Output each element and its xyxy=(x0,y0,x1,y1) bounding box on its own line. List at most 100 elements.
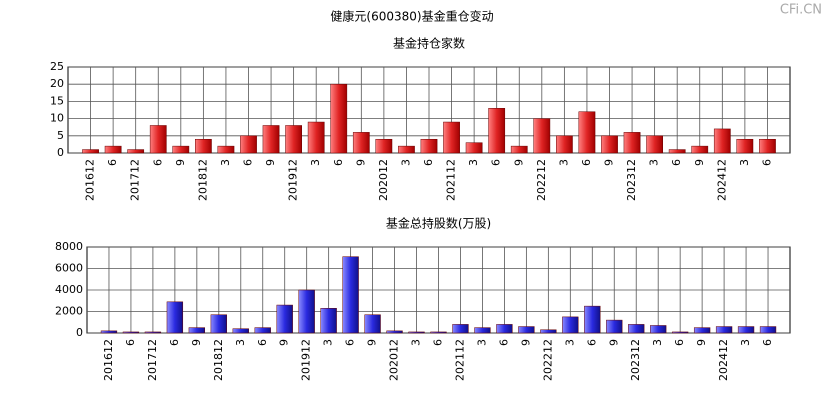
bar xyxy=(398,145,415,154)
bar xyxy=(149,125,167,154)
x-tick-label: 201912 xyxy=(287,159,300,201)
bar xyxy=(736,138,754,154)
bar xyxy=(375,138,393,154)
x-tick-label: 6 xyxy=(332,159,345,166)
bar xyxy=(584,305,601,334)
bar xyxy=(330,83,348,154)
x-tick-label: 9 xyxy=(512,159,525,166)
x-tick-label: 3 xyxy=(557,159,570,166)
x-tick-label: 202012 xyxy=(377,159,390,201)
x-tick-label: 9 xyxy=(354,159,367,166)
x-tick-label: 6 xyxy=(760,159,773,166)
bar xyxy=(510,145,528,154)
x-tick-label: 6 xyxy=(670,159,683,166)
y-tick-label: 0 xyxy=(76,326,83,339)
x-tick-label: 9 xyxy=(174,159,187,166)
x-tick-label: 201912 xyxy=(300,339,313,381)
bar xyxy=(623,132,641,154)
bar xyxy=(82,149,99,154)
y-tick-label: 15 xyxy=(50,94,64,107)
x-tick-label: 202212 xyxy=(541,339,554,381)
bar xyxy=(298,289,315,334)
x-tick-label: 6 xyxy=(344,339,357,346)
x-tick-label: 9 xyxy=(519,339,532,346)
bar xyxy=(488,108,506,154)
bar xyxy=(443,121,460,154)
watermark: CFi.CN xyxy=(780,3,822,18)
bar xyxy=(254,327,271,334)
bar xyxy=(144,331,162,334)
x-tick-label: 201712 xyxy=(146,339,159,381)
bar xyxy=(759,138,776,154)
bar xyxy=(691,145,709,154)
x-tick-label: 9 xyxy=(603,159,616,166)
bar xyxy=(172,145,190,154)
x-tick-label: 9 xyxy=(190,339,203,346)
bar xyxy=(759,326,777,334)
y-tick-label: 5 xyxy=(57,129,64,142)
bar xyxy=(452,324,469,334)
x-tick-label: 3 xyxy=(467,159,480,166)
x-tick-label: 3 xyxy=(309,159,322,166)
bar xyxy=(465,142,483,154)
x-tick-label: 6 xyxy=(422,159,435,166)
bar xyxy=(646,135,663,154)
bar xyxy=(188,327,206,334)
bar xyxy=(693,327,711,334)
x-tick-label: 6 xyxy=(497,339,510,346)
bar xyxy=(408,331,425,334)
x-tick-label: 9 xyxy=(607,339,620,346)
x-tick-label: 9 xyxy=(693,159,706,166)
chart-title: 基金总持股数(万股) xyxy=(386,216,491,231)
chart-title: 基金持仓家数 xyxy=(393,36,465,51)
bar xyxy=(671,331,689,334)
x-tick-label: 3 xyxy=(648,159,661,166)
x-tick-label: 6 xyxy=(106,159,119,166)
x-tick-label: 202312 xyxy=(629,339,642,381)
y-tick-label: 4000 xyxy=(55,283,83,296)
x-tick-label: 201712 xyxy=(129,159,142,201)
bar xyxy=(285,125,302,154)
bar xyxy=(628,324,645,334)
x-tick-label: 202312 xyxy=(625,159,638,201)
x-tick-label: 202012 xyxy=(388,339,401,381)
y-tick-label: 20 xyxy=(50,77,64,90)
bar xyxy=(210,314,227,334)
y-tick-label: 25 xyxy=(50,60,64,73)
bar xyxy=(166,301,184,334)
bar xyxy=(420,138,438,154)
bar xyxy=(518,326,535,334)
bar xyxy=(601,135,618,154)
bar xyxy=(320,308,337,334)
x-tick-label: 9 xyxy=(366,339,379,346)
y-tick-label: 0 xyxy=(57,146,64,159)
x-tick-label: 201612 xyxy=(84,159,97,201)
bar xyxy=(540,329,557,334)
x-tick-label: 202112 xyxy=(445,159,458,201)
bar xyxy=(262,125,280,154)
bar xyxy=(364,314,381,334)
x-tick-label: 3 xyxy=(410,339,423,346)
bar xyxy=(100,330,118,334)
bar xyxy=(713,128,731,154)
y-tick-label: 8000 xyxy=(55,240,83,253)
x-tick-label: 3 xyxy=(738,159,751,166)
x-tick-label: 3 xyxy=(739,339,752,346)
x-tick-label: 202212 xyxy=(535,159,548,201)
bar xyxy=(195,138,212,154)
bar xyxy=(562,316,579,334)
x-tick-label: 3 xyxy=(475,339,488,346)
x-tick-label: 6 xyxy=(151,159,164,166)
x-tick-label: 202112 xyxy=(453,339,466,381)
bar xyxy=(342,256,359,334)
x-tick-label: 6 xyxy=(761,339,774,346)
bar xyxy=(386,330,403,334)
x-tick-label: 3 xyxy=(563,339,576,346)
bar xyxy=(496,324,513,334)
bar xyxy=(737,326,755,334)
x-tick-label: 201812 xyxy=(196,159,209,201)
x-tick-label: 6 xyxy=(432,339,445,346)
page-title: 健康元(600380)基金重仓变动 xyxy=(330,9,493,24)
bar xyxy=(606,319,623,334)
